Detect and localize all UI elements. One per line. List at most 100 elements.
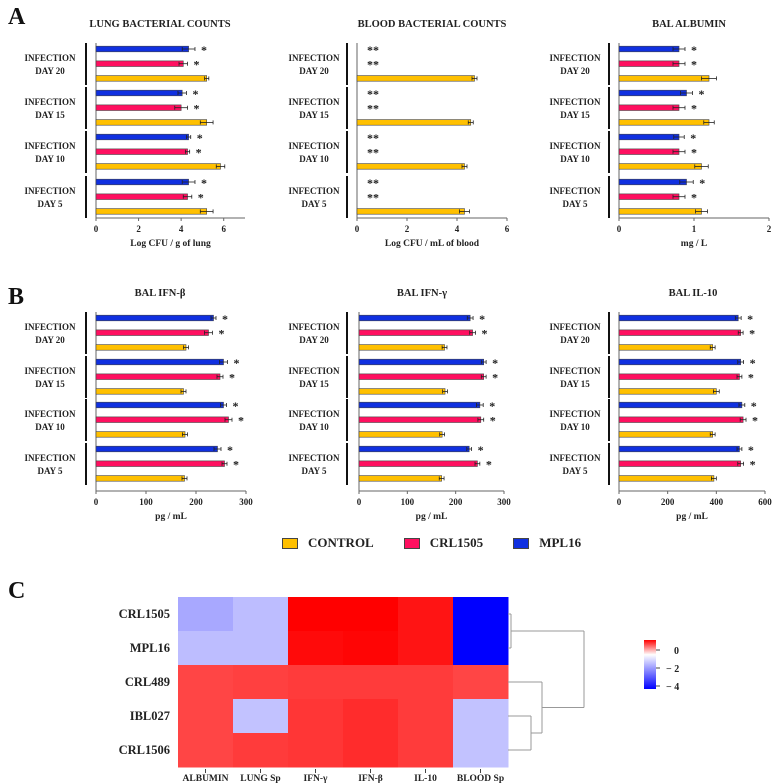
group-label-line1: INFECTION: [288, 141, 340, 151]
x-tick-label: 0: [617, 497, 622, 507]
bar-mpl16: [358, 445, 470, 453]
bar-mpl16: [95, 89, 183, 97]
significance-marker: **: [367, 102, 379, 116]
heatmap-cell: [453, 699, 509, 734]
heatmap-cell: [453, 631, 509, 666]
x-tick-label: 0: [94, 497, 99, 507]
bar-crl1505: [618, 416, 744, 423]
heatmap-cell: [178, 699, 234, 734]
x-tick-label: 4: [455, 224, 460, 234]
group-label-line1: INFECTION: [288, 186, 340, 196]
heatmap-col-label: IL-10: [414, 774, 437, 784]
bar-control: [358, 344, 445, 351]
bar-mpl16: [618, 401, 743, 409]
x-tick-label: 2: [136, 224, 141, 234]
significance-marker: *: [691, 43, 697, 57]
x-tick-label: 0: [357, 497, 362, 507]
chart-title: BAL IFN-β: [135, 288, 186, 299]
legend-label-mpl16: MPL16: [539, 535, 582, 550]
bar-crl1505: [95, 329, 209, 336]
bar-mpl16: [95, 133, 189, 141]
significance-marker: *: [691, 58, 697, 72]
group-label-line1: INFECTION: [549, 141, 601, 151]
heatmap-cell: [398, 733, 454, 768]
heatmap-cell: [178, 665, 234, 700]
group-label-line2: DAY 15: [299, 110, 329, 120]
significance-marker: **: [367, 43, 379, 57]
bar-mpl16: [95, 445, 218, 453]
heatmap-cell: [343, 631, 399, 666]
bar-control: [618, 344, 713, 351]
group-label-line2: DAY 20: [299, 335, 329, 345]
bar-mpl16: [358, 314, 471, 322]
group-label-line2: DAY 20: [560, 66, 590, 76]
group-label-line2: DAY 5: [301, 466, 327, 476]
group-label-line1: INFECTION: [549, 453, 601, 463]
significance-marker: *: [198, 191, 204, 205]
bar-control: [358, 475, 442, 482]
heatmap-col-label: LUNG Sp: [240, 774, 280, 784]
group-label-line1: INFECTION: [24, 366, 76, 376]
bar-mpl16: [618, 445, 740, 453]
heatmap-row-label: CRL1506: [119, 743, 170, 757]
series-legend: CONTROL CRL1505 MPL16: [282, 535, 581, 551]
bar-mpl16: [95, 358, 224, 366]
bar-crl1505: [618, 329, 741, 336]
bar-control: [356, 208, 465, 215]
significance-marker: *: [194, 58, 200, 72]
legend-item-mpl16: MPL16: [513, 535, 581, 551]
significance-marker: *: [750, 458, 756, 472]
heatmap-row-label: MPL16: [130, 641, 170, 655]
group-label-line1: INFECTION: [549, 366, 601, 376]
bar-crl1505: [95, 416, 229, 423]
heatmap-cell: [233, 699, 289, 734]
x-tick-label: 100: [139, 497, 153, 507]
heatmap-row-label: CRL1505: [119, 607, 170, 621]
group-label-line1: INFECTION: [288, 97, 340, 107]
group-label-line1: INFECTION: [549, 322, 601, 332]
x-tick-label: 300: [497, 497, 511, 507]
significance-marker: *: [229, 371, 235, 385]
significance-marker: *: [490, 414, 496, 428]
group-label-line1: INFECTION: [549, 97, 601, 107]
bar-control: [95, 75, 207, 82]
heatmap-cell: [288, 665, 344, 700]
group-label-line2: DAY 10: [35, 154, 65, 164]
bar-mpl16: [358, 358, 484, 366]
legend-item-control: CONTROL: [282, 535, 374, 551]
chart-title: BAL IFN-γ: [397, 288, 447, 299]
significance-marker: *: [691, 191, 697, 205]
significance-marker: *: [489, 399, 495, 413]
group-label-line2: DAY 5: [37, 199, 63, 209]
group-label-line1: INFECTION: [24, 322, 76, 332]
bar-crl1505: [618, 104, 680, 111]
group-label-line2: DAY 10: [299, 154, 329, 164]
x-tick-label: 2: [405, 224, 410, 234]
significance-marker: *: [196, 146, 202, 160]
bar-control: [618, 75, 710, 82]
group-label-line1: INFECTION: [288, 366, 340, 376]
group-label-line1: INFECTION: [288, 322, 340, 332]
bar-crl1505: [95, 148, 188, 155]
legend-swatch-mpl16: [513, 537, 530, 549]
x-tick-label: 0: [617, 224, 622, 234]
group-label-line2: DAY 15: [35, 110, 65, 120]
bar-control: [618, 431, 713, 438]
chart-title: BLOOD BACTERIAL COUNTS: [358, 19, 507, 30]
significance-marker: *: [479, 312, 485, 326]
x-tick-label: 100: [401, 497, 415, 507]
significance-marker: *: [699, 176, 705, 190]
significance-marker: *: [481, 327, 487, 341]
heatmap-cell: [398, 665, 454, 700]
group-label-line1: INFECTION: [24, 453, 76, 463]
legend-item-crl1505: CRL1505: [403, 535, 483, 551]
group-label-line1: INFECTION: [288, 453, 340, 463]
bar-mpl16: [618, 358, 741, 366]
heatmap-cell: [398, 631, 454, 666]
bar-mpl16: [618, 314, 739, 322]
x-tick-label: 300: [239, 497, 253, 507]
x-tick-label: 200: [661, 497, 675, 507]
x-axis-label: pg / mL: [155, 512, 187, 522]
x-axis-label: pg / mL: [676, 512, 708, 522]
